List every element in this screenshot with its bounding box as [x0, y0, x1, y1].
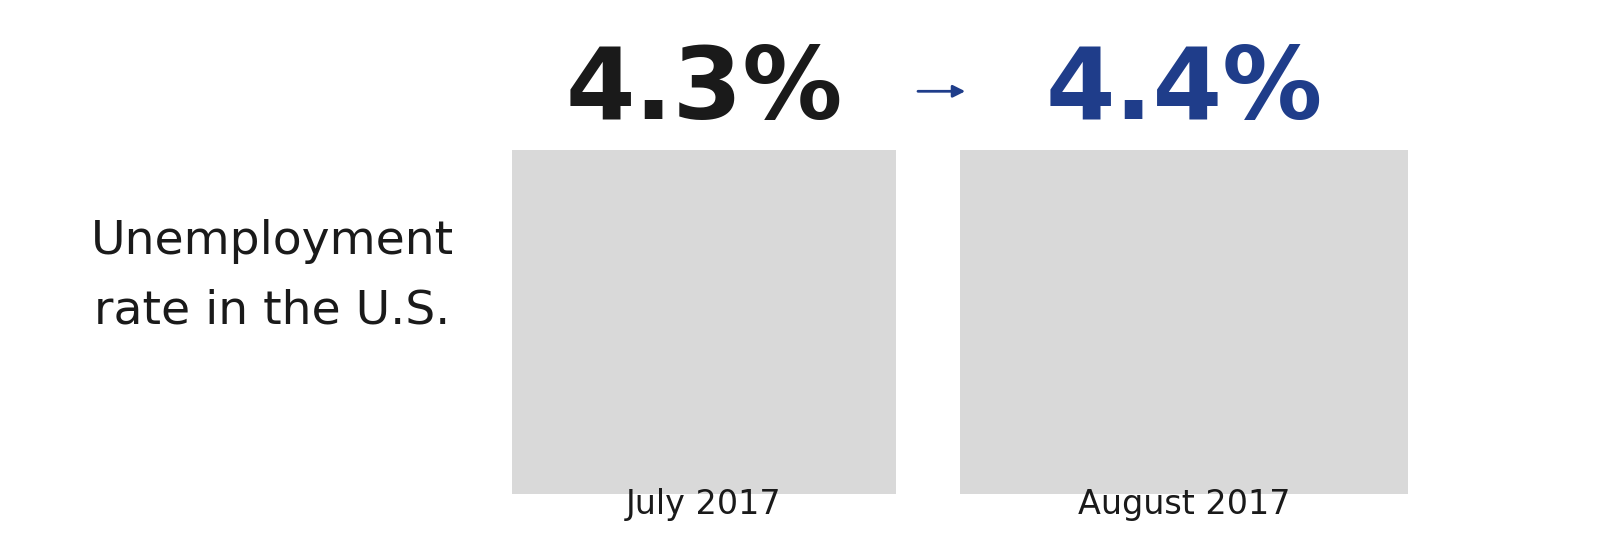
- Text: August 2017: August 2017: [1078, 488, 1290, 521]
- Text: July 2017: July 2017: [626, 488, 782, 521]
- Text: 4.4%: 4.4%: [1045, 43, 1323, 140]
- Text: Unemployment: Unemployment: [91, 219, 453, 264]
- Text: rate in the U.S.: rate in the U.S.: [94, 289, 450, 334]
- Text: 4.3%: 4.3%: [565, 43, 843, 140]
